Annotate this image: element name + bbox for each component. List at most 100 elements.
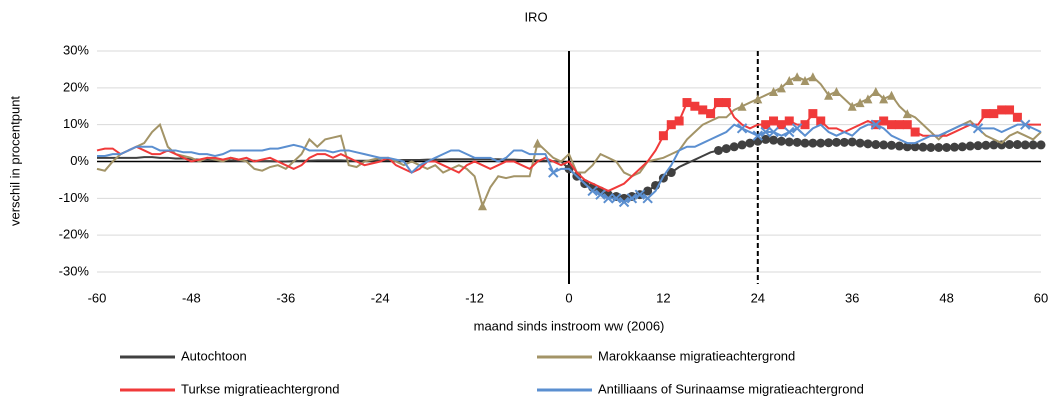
marker [792,137,802,147]
x-axis-label: maand sinds instroom ww (2006) [474,318,665,333]
marker [808,72,818,82]
marker [910,142,920,152]
marker [769,135,779,145]
x-tick-label: -12 [465,290,484,305]
marker [839,137,849,147]
marker [902,142,912,152]
marker [957,142,967,152]
marker [768,126,779,138]
x-tick-label: -48 [182,290,201,305]
marker [879,140,889,150]
marker [626,193,638,204]
marker [642,193,653,204]
marker [942,143,952,153]
marker [610,193,622,204]
marker [847,137,857,147]
series-line [97,123,1042,204]
marker [887,90,897,100]
marker [855,98,865,108]
y-axis-label: verschil in procentpunt [7,96,22,226]
legend-label: Antilliaans of Surinaamse migratieachter… [598,381,864,396]
marker [816,138,826,148]
marker [934,143,944,153]
marker [824,138,834,148]
marker [713,145,723,155]
marker [713,98,723,108]
legend-label: Autochtoon [181,348,247,363]
marker [902,109,912,119]
marker [666,168,676,178]
marker [1012,140,1022,150]
marker [784,126,795,138]
marker [879,116,889,126]
marker [784,75,794,85]
marker [926,143,936,153]
marker [745,138,755,148]
marker [831,87,841,97]
y-tick-label: 20% [63,79,89,94]
marker [618,196,630,208]
marker [800,120,810,130]
marker [587,185,598,197]
marker [972,123,984,134]
marker [800,138,810,148]
marker [698,105,708,115]
marker [918,142,928,152]
marker [769,87,779,97]
marker [477,201,487,211]
legend-label: Marokkaanse migratieachtergrond [598,348,795,363]
marker [1005,140,1015,150]
y-tick-label: 0% [70,153,89,168]
marker [965,141,975,151]
y-tick-label: -20% [59,227,90,242]
marker [674,116,684,126]
marker [997,105,1007,115]
marker [816,116,826,126]
marker [690,101,700,111]
marker [595,189,606,200]
marker [737,101,747,111]
x-tick-label: 36 [845,290,859,305]
marker [658,131,668,141]
marker [824,90,834,100]
x-tick-label: 12 [656,290,670,305]
y-tick-label: 10% [63,116,89,131]
marker [643,186,653,196]
x-tick-label: 60 [1034,290,1048,305]
marker [989,140,999,150]
marker [682,98,692,108]
marker [894,120,904,130]
x-tick-label: -36 [276,290,295,305]
marker [871,87,881,97]
marker [981,140,991,150]
marker [666,120,676,130]
marker [729,142,739,152]
marker [760,126,771,138]
marker [981,109,991,119]
marker [808,109,818,119]
marker [973,141,983,151]
x-tick-label: 48 [939,290,953,305]
marker [721,98,731,108]
marker [753,94,763,104]
marker [887,120,897,130]
marker [989,109,999,119]
marker [752,130,764,141]
marker [761,120,771,130]
marker [863,139,873,149]
marker [894,141,904,151]
legend-label: Turkse migratieachtergrond [181,381,339,396]
marker [548,167,559,178]
marker [1005,105,1015,115]
marker [855,138,865,148]
marker [737,140,747,150]
marker [1012,112,1022,122]
marker [769,116,779,126]
marker [791,123,803,134]
marker [870,119,882,130]
marker [1020,119,1031,130]
marker [1028,140,1038,150]
marker [800,75,810,85]
marker [792,72,802,82]
